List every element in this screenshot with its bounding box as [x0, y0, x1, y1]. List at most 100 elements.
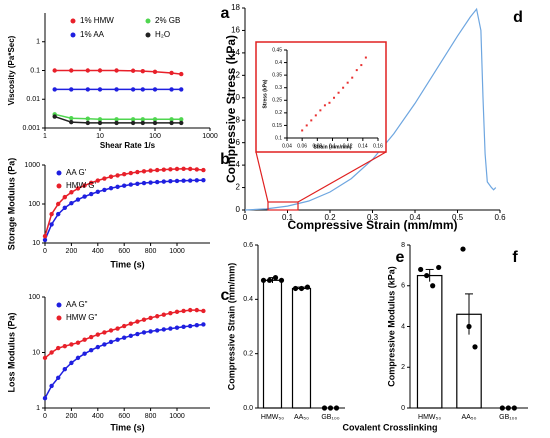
data-point: [89, 348, 94, 353]
data-point: [69, 68, 74, 73]
data-point: [128, 170, 133, 176]
data-point: [115, 337, 120, 342]
x-tick-label: AA₅₀: [294, 414, 309, 421]
y-tick-label: 12: [231, 70, 240, 79]
data-point: [168, 326, 173, 331]
x-tick-label: 600: [118, 413, 130, 420]
data-point: [115, 326, 120, 331]
data-point: [122, 183, 127, 188]
data-point: [56, 211, 61, 217]
data-point: [130, 68, 136, 73]
data-point: [194, 178, 199, 183]
data-point: [89, 334, 94, 340]
replicate-point: [298, 285, 305, 292]
bar: [291, 287, 312, 409]
y-tick-label: 4: [401, 323, 405, 330]
x-tick-label: 1000: [169, 248, 185, 255]
data-point: [69, 360, 74, 366]
y-tick-label: 0.35: [272, 72, 282, 78]
y-tick-label: 0.4: [275, 60, 282, 66]
data-point: [161, 167, 166, 172]
data-point: [135, 169, 140, 175]
data-point: [155, 328, 160, 333]
data-point: [62, 205, 67, 210]
data-point: [69, 115, 74, 121]
data-point: [49, 383, 54, 389]
data-point: [128, 333, 133, 338]
legend-marker: [56, 302, 62, 308]
data-point: [181, 178, 186, 183]
x-tick-label: 400: [92, 248, 104, 255]
y-tick-label: 1: [36, 405, 40, 412]
data-point: [82, 183, 87, 188]
x-axis-label: Strain (mm/mm): [313, 144, 351, 150]
inset-point: [355, 69, 358, 72]
inset-point: [328, 101, 331, 104]
replicate-point: [418, 266, 424, 273]
bar: [262, 279, 283, 409]
data-point: [69, 190, 74, 195]
y-tick-label: 0.1: [275, 135, 282, 141]
y-tick-label: 6: [236, 138, 241, 147]
legend-label: 1% HMW: [80, 16, 114, 25]
panel-label: d: [513, 9, 523, 26]
y-axis-label: Stress (kPa): [262, 79, 268, 108]
replicate-point: [278, 277, 285, 283]
panel-label: c: [221, 287, 230, 304]
x-tick-label: 0.3: [367, 213, 379, 222]
inset-point: [351, 76, 354, 79]
y-tick-label: 0.15: [272, 123, 282, 129]
data-point: [181, 324, 186, 330]
data-point: [168, 311, 173, 316]
y-axis-label: Storage Modulus (Pa): [6, 158, 16, 251]
x-tick-label: 0.1: [282, 213, 294, 222]
data-point: [42, 237, 48, 243]
zoom-connector: [297, 151, 387, 203]
data-point: [82, 337, 87, 342]
data-point: [179, 117, 184, 122]
x-tick-label: 200: [66, 248, 78, 255]
y-tick-label: 16: [231, 26, 240, 35]
data-point: [181, 308, 186, 314]
legend-marker: [56, 315, 62, 321]
y-tick-label: 14: [231, 48, 240, 57]
data-point: [141, 317, 147, 322]
data-point: [161, 327, 166, 332]
data-point: [188, 178, 193, 183]
data-point: [42, 233, 48, 239]
replicate-point: [266, 277, 273, 283]
data-point: [97, 87, 103, 92]
legend-label: AA G': [66, 168, 87, 177]
legend-marker: [70, 32, 76, 38]
legend-label: 2% GB: [155, 16, 180, 25]
replicate-point: [505, 405, 511, 411]
inset-point: [305, 124, 308, 127]
legend-marker: [70, 18, 76, 24]
y-axis-label: Compressive Modulus (kPa): [386, 266, 396, 387]
legend-label: HMW G': [66, 181, 96, 190]
replicate-point: [321, 405, 328, 411]
panel-label: b: [220, 151, 230, 168]
y-axis-label: Viscosity (Pa*Sec): [7, 35, 16, 105]
x-tick-label: 0: [43, 413, 47, 420]
data-point: [89, 191, 94, 197]
data-point: [169, 117, 174, 122]
replicate-point: [472, 344, 478, 350]
stress-strain-curve: [244, 7, 497, 211]
y-tick-label: 0.3: [275, 85, 282, 91]
x-tick-label: 0.16: [373, 143, 383, 149]
x-tick-label: 200: [66, 413, 78, 420]
x-tick-label: 0.5: [452, 213, 464, 222]
x-tick-label: 400: [92, 413, 104, 420]
data-point: [85, 68, 90, 73]
data-point: [97, 68, 103, 73]
data-point: [75, 355, 81, 361]
data-point: [75, 340, 81, 345]
data-point: [102, 187, 107, 193]
y-tick-label: 2: [401, 364, 405, 371]
data-point: [130, 117, 136, 122]
data-point: [52, 87, 57, 92]
data-point: [62, 194, 67, 200]
series-line: [44, 168, 204, 237]
